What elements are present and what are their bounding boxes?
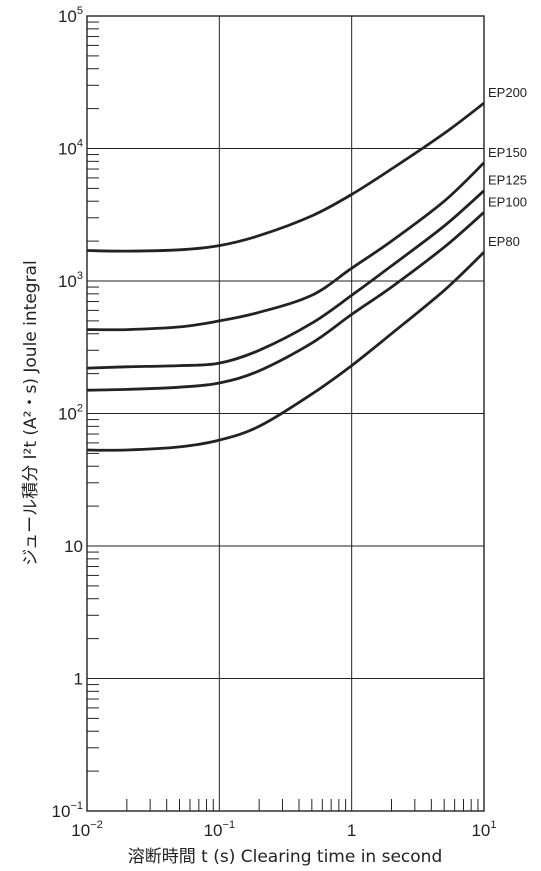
y-tick-label: 1 — [74, 670, 83, 689]
grid — [86, 15, 485, 812]
series-label-ep150: EP150 — [488, 145, 527, 160]
y-tick-label: 102 — [58, 403, 83, 424]
minor-ticks — [87, 21, 479, 811]
x-axis-title: 溶断時間 t (s) Clearing time in second — [128, 847, 443, 867]
series-label-ep80: EP80 — [488, 234, 520, 249]
x-tick-label: 10−1 — [204, 819, 235, 840]
series-label-ep100: EP100 — [488, 194, 527, 209]
series-lines — [86, 101, 485, 452]
x-tick-label: 101 — [471, 819, 496, 840]
x-tick-label: 1 — [347, 821, 356, 840]
series-line-ep80 — [86, 251, 485, 452]
y-tick-label: 104 — [58, 138, 83, 159]
x-tick-label: 10−2 — [71, 819, 102, 840]
series-line-ep100 — [86, 211, 485, 392]
y-tick-label: 10 — [64, 537, 83, 556]
series-line-ep200 — [86, 101, 485, 253]
y-tick-label: 105 — [58, 5, 83, 26]
y-tick-label: 103 — [58, 270, 83, 291]
y-tick-label: 10−1 — [52, 800, 83, 821]
series-line-ep150 — [86, 161, 485, 332]
y-axis-title: ジュール積分 I²t (A²・s) Joule integral — [21, 260, 41, 565]
series-label-ep125: EP125 — [488, 173, 527, 188]
plot-frame — [86, 15, 485, 812]
series-line-ep125 — [86, 189, 485, 370]
series-label-ep200: EP200 — [488, 85, 527, 100]
